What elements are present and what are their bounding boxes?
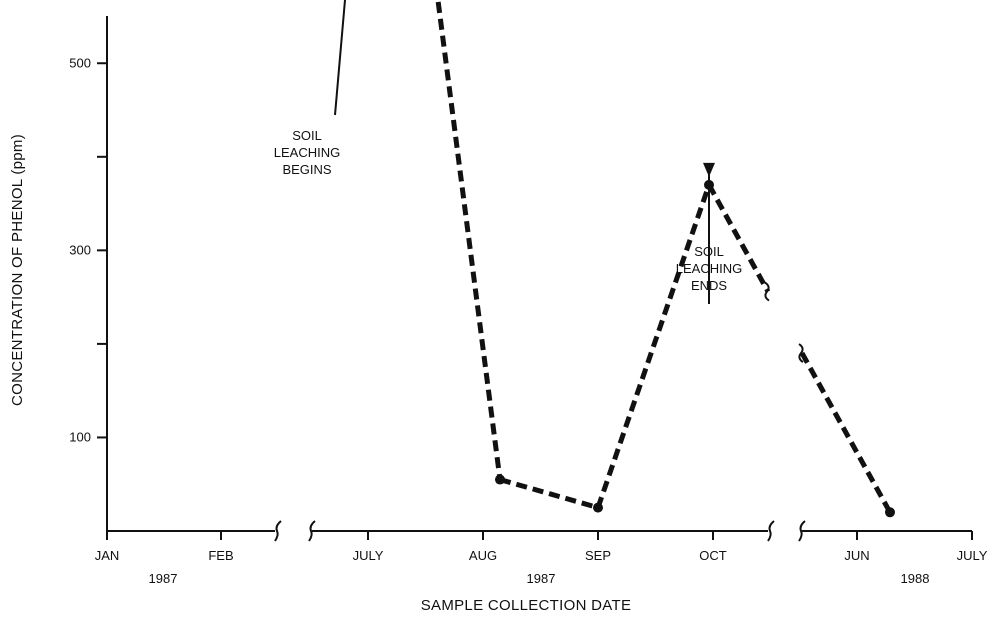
annotation-text: SOIL (292, 128, 322, 143)
x-ticks: JAN FEB 1987 JULY AUG SEP OCT 1987 JUN JULY 1988 (95, 531, 988, 586)
series-lines (435, 0, 893, 514)
series-line-segment (499, 477, 599, 511)
annotation-text: LEACHING (274, 145, 340, 160)
data-point (593, 502, 603, 513)
y-ticks: 1100900700500300100 (69, 55, 107, 444)
axis-break-mark (798, 520, 806, 542)
series-line-segment (435, 0, 503, 480)
line-break-mark (764, 281, 770, 302)
axis-break-mark (308, 520, 316, 542)
x-tick-label: JUN (844, 548, 869, 563)
data-point (495, 474, 505, 485)
x-tick-label: JULY (957, 548, 988, 563)
series-line-segment (595, 184, 712, 509)
x-tick-label: JAN (95, 548, 120, 563)
series-line-segment (799, 351, 893, 514)
year-label: 1987 (149, 571, 178, 586)
arrow-head (703, 162, 715, 177)
x-tick-label: OCT (699, 548, 727, 563)
x-tick-label: FEB (208, 548, 233, 563)
x-tick-label: AUG (469, 548, 497, 563)
x-axis-title: SAMPLE COLLECTION DATE (421, 597, 632, 614)
annotation-text: BEGINS (282, 162, 331, 177)
axis-break-mark (767, 520, 775, 542)
x-tick-label: SEP (585, 548, 611, 563)
series-line-segment (706, 183, 771, 293)
axes (106, 16, 972, 542)
y-tick-label: 500 (69, 55, 91, 70)
series-points (495, 179, 895, 518)
data-point (885, 507, 895, 518)
annotation-arrow (334, 0, 346, 116)
axis-break-mark (274, 520, 282, 542)
y-tick-label: 100 (69, 429, 91, 444)
y-tick-label: 300 (69, 242, 91, 257)
line-break-mark (798, 343, 804, 363)
y-axis-title: CONCENTRATION OF PHENOL (ppm) (9, 134, 26, 406)
year-label: 1987 (527, 571, 556, 586)
x-tick-label: JULY (353, 548, 384, 563)
year-label: 1988 (901, 571, 930, 586)
annotations: SOILLEACHINGBEGINSSOILLEACHINGENDS (274, 0, 742, 304)
